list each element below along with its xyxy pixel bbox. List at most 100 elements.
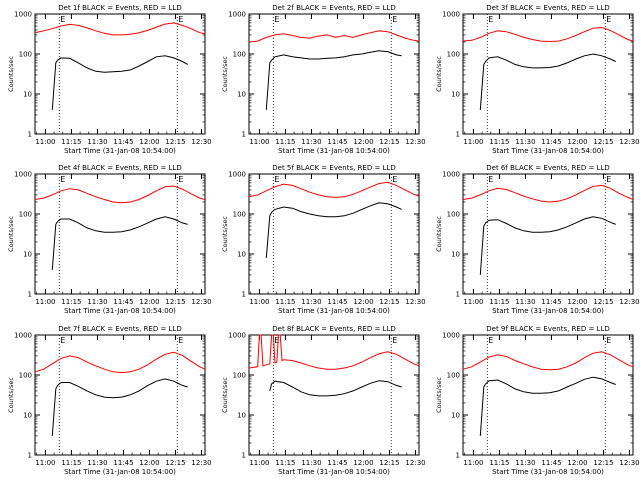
series-line-black	[479, 376, 616, 436]
x-tick-label: 11:30	[301, 459, 321, 467]
eclipse-marker-label: E	[606, 336, 611, 345]
eclipse-marker-label: E	[488, 175, 493, 184]
series-line-red	[248, 334, 420, 370]
x-tick-label: 11:45	[327, 298, 347, 306]
y-tick-label: 100	[19, 372, 32, 380]
x-tick-label: 11:15	[489, 138, 509, 146]
x-tick-label: 12:00	[567, 298, 587, 306]
panel-det-5: Det 5f BLACK = Events, RED = LLD 1 10 100 10…	[221, 164, 426, 315]
y-tick-label: 10	[23, 412, 32, 420]
x-axis-label: Start Time (31-Jan-08 10:54:00)	[492, 468, 604, 476]
y-tick-label: 1	[242, 452, 246, 460]
x-tick-label: 11:00	[463, 138, 483, 146]
eclipse-marker-label: E	[606, 15, 611, 24]
y-tick-label: 100	[447, 51, 460, 59]
x-axis-label: Start Time (31-Jan-08 10:54:00)	[492, 307, 604, 315]
y-tick-label: 10	[23, 251, 32, 259]
x-tick-label: 12:30	[405, 138, 425, 146]
x-tick-label: 12:15	[379, 459, 399, 467]
y-tick-label: 1	[456, 452, 460, 460]
y-tick-label: 10	[451, 251, 460, 259]
eclipse-marker-label: E	[274, 336, 279, 345]
y-tick-label: 100	[19, 51, 32, 59]
eclipse-marker-label: E	[488, 336, 493, 345]
x-tick-label: 12:30	[619, 298, 639, 306]
x-tick-label: 11:30	[515, 298, 535, 306]
y-tick-label: 1000	[14, 171, 32, 179]
panel-det-9: Det 9f BLACK = Events, RED = LLD 1 10 100 10…	[435, 325, 640, 476]
x-tick-label: 12:15	[593, 459, 613, 467]
x-tick-label: 11:45	[113, 459, 133, 467]
x-tick-label: 11:00	[249, 459, 269, 467]
x-tick-label: 11:45	[327, 459, 347, 467]
plot-frame	[34, 334, 206, 456]
y-tick-label: 100	[233, 372, 246, 380]
eclipse-marker-label: E	[392, 175, 397, 184]
x-tick-label: 12:30	[191, 138, 211, 146]
plot-frame	[248, 13, 420, 135]
plot-frame	[248, 334, 420, 456]
y-axis-label: Counts/sec	[7, 377, 15, 413]
panel-det-8: Det 8f BLACK = Events, RED = LLD 1 10 100 10…	[221, 325, 426, 476]
y-tick-label: 10	[451, 91, 460, 99]
series-line-red	[462, 184, 634, 203]
y-axis-label: Counts/sec	[7, 56, 15, 92]
y-tick-label: 100	[447, 211, 460, 219]
panel-title: Det 8f BLACK = Events, RED = LLD	[272, 325, 395, 333]
x-tick-label: 11:00	[35, 298, 55, 306]
x-tick-label: 12:15	[593, 298, 613, 306]
y-tick-label: 1	[456, 131, 460, 139]
x-tick-label: 11:00	[463, 298, 483, 306]
eclipse-marker-label: E	[60, 175, 65, 184]
x-tick-label: 11:15	[61, 298, 81, 306]
y-tick-label: 100	[233, 51, 246, 59]
series-line-red	[248, 30, 420, 43]
y-axis-label: Counts/sec	[435, 377, 443, 413]
panel-title: Det 9f BLACK = Events, RED = LLD	[486, 325, 609, 333]
x-tick-label: 12:15	[165, 138, 185, 146]
x-tick-label: 12:00	[567, 138, 587, 146]
plot-frame	[462, 334, 634, 456]
plot-frame	[248, 173, 420, 295]
x-tick-label: 11:45	[113, 298, 133, 306]
plot-frame	[34, 13, 206, 135]
panel-det-4: Det 4f BLACK = Events, RED = LLD 1 10 100 10…	[7, 164, 212, 315]
y-tick-label: 1	[28, 131, 32, 139]
series-line-red	[34, 22, 206, 36]
x-tick-label: 12:30	[405, 459, 425, 467]
x-tick-label: 11:45	[113, 138, 133, 146]
plot-frame	[462, 173, 634, 295]
panel-title: Det 2f BLACK = Events, RED = LLD	[272, 4, 395, 12]
eclipse-marker-label: E	[488, 15, 493, 24]
y-tick-label: 1000	[228, 11, 246, 19]
x-tick-label: 11:30	[87, 298, 107, 306]
panel-title: Det 1f BLACK = Events, RED = LLD	[58, 4, 181, 12]
series-line-black	[51, 378, 188, 436]
x-tick-label: 11:30	[301, 138, 321, 146]
x-tick-label: 11:30	[301, 298, 321, 306]
y-tick-label: 10	[237, 251, 246, 259]
panel-title: Det 4f BLACK = Events, RED = LLD	[58, 164, 181, 172]
y-tick-label: 10	[23, 91, 32, 99]
x-tick-label: 11:30	[515, 459, 535, 467]
y-tick-label: 10	[237, 91, 246, 99]
x-tick-label: 12:15	[379, 138, 399, 146]
series-line-red	[34, 185, 206, 204]
x-tick-label: 12:00	[353, 459, 373, 467]
panel-title: Det 6f BLACK = Events, RED = LLD	[486, 164, 609, 172]
x-tick-label: 11:00	[249, 138, 269, 146]
plot-frame	[462, 13, 634, 135]
x-tick-label: 11:15	[489, 459, 509, 467]
panel-title: Det 3f BLACK = Events, RED = LLD	[486, 4, 609, 12]
x-tick-label: 12:30	[405, 298, 425, 306]
eclipse-marker-label: E	[60, 336, 65, 345]
y-tick-label: 1	[456, 291, 460, 299]
eclipse-marker-label: E	[178, 336, 183, 345]
y-tick-label: 1000	[228, 332, 246, 340]
x-tick-label: 11:15	[489, 298, 509, 306]
y-tick-label: 10	[237, 412, 246, 420]
panel-det-6: Det 6f BLACK = Events, RED = LLD 1 10 100 10…	[435, 164, 640, 315]
y-tick-label: 10	[451, 412, 460, 420]
panel-det-7: Det 7f BLACK = Events, RED = LLD 1 10 100 10…	[7, 325, 212, 476]
